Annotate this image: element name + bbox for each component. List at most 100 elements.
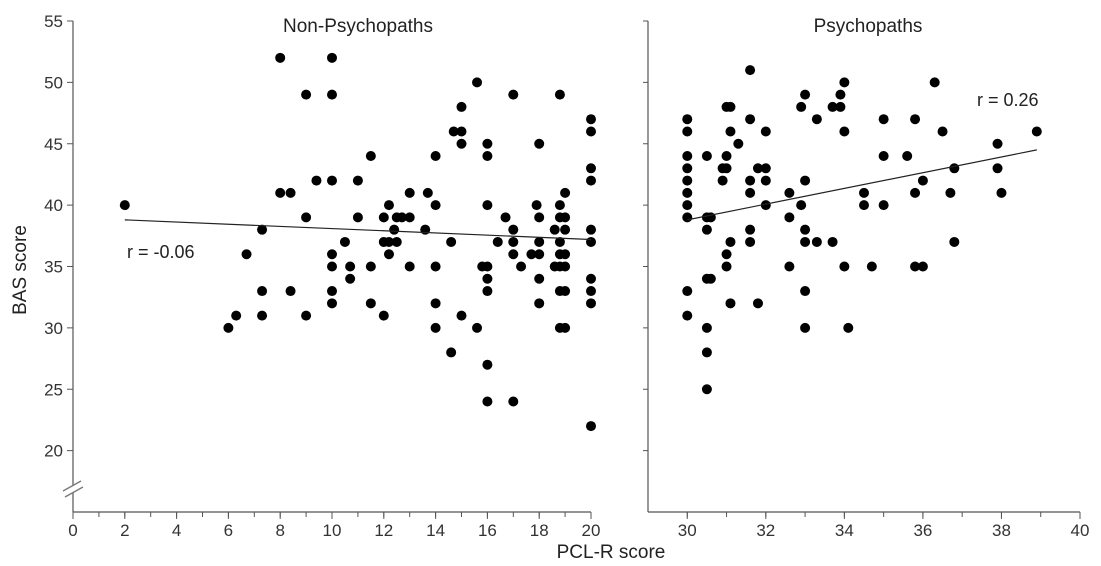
x-tick-label: 6 xyxy=(224,521,233,540)
data-point xyxy=(586,273,596,284)
data-point xyxy=(516,261,527,272)
data-point xyxy=(996,187,1007,198)
data-point xyxy=(725,101,736,112)
panel-title: Non-Psychopaths xyxy=(283,16,433,37)
x-tick-label: 12 xyxy=(374,521,393,540)
x-tick-label: 10 xyxy=(323,521,342,540)
data-point xyxy=(745,65,756,76)
data-point xyxy=(701,347,712,358)
y-tick-label: 45 xyxy=(44,135,63,154)
data-point xyxy=(389,224,400,235)
y-tick-label: 20 xyxy=(44,442,63,461)
data-point xyxy=(482,286,493,297)
y-axis-title: BAS score xyxy=(10,225,31,315)
data-point xyxy=(800,322,811,333)
data-point xyxy=(339,236,350,247)
data-point xyxy=(682,286,693,297)
data-point xyxy=(902,151,913,162)
x-tick-label: 30 xyxy=(678,521,697,540)
data-point xyxy=(929,77,940,88)
data-point xyxy=(404,212,415,223)
data-point xyxy=(482,138,493,149)
data-point xyxy=(682,114,693,125)
data-point xyxy=(682,163,693,174)
data-point xyxy=(508,236,519,247)
x-tick-label: 8 xyxy=(275,521,284,540)
data-point xyxy=(534,249,545,260)
data-point xyxy=(811,236,822,247)
y-tick-label: 25 xyxy=(44,380,63,399)
data-point xyxy=(721,249,732,260)
data-point xyxy=(231,310,242,321)
x-tick-label: 34 xyxy=(835,521,854,540)
x-tick-label: 14 xyxy=(426,521,445,540)
data-point xyxy=(949,163,960,174)
data-point xyxy=(745,224,756,235)
data-point xyxy=(383,200,394,211)
data-point xyxy=(752,298,763,309)
axis-break-mask xyxy=(63,481,83,497)
data-point xyxy=(327,286,337,297)
data-point xyxy=(352,212,363,223)
data-point xyxy=(717,175,728,186)
data-point xyxy=(456,138,467,149)
data-point xyxy=(352,175,363,186)
data-point xyxy=(721,261,732,272)
x-tick-label: 36 xyxy=(913,521,932,540)
data-point xyxy=(725,126,736,137)
data-point xyxy=(534,236,545,247)
data-point xyxy=(839,261,850,272)
x-tick-label: 0 xyxy=(68,521,77,540)
data-point xyxy=(796,200,807,211)
data-point xyxy=(992,163,1003,174)
data-point xyxy=(878,200,889,211)
data-point xyxy=(1031,126,1042,137)
data-point xyxy=(682,126,693,137)
data-point xyxy=(586,126,596,137)
data-point xyxy=(430,200,441,211)
data-point xyxy=(784,261,795,272)
data-point xyxy=(992,138,1003,149)
data-point xyxy=(560,249,571,260)
data-point xyxy=(285,187,296,198)
data-point xyxy=(586,286,596,297)
data-point xyxy=(508,396,519,407)
data-point xyxy=(560,224,571,235)
data-point xyxy=(917,261,928,272)
data-point xyxy=(701,224,712,235)
data-point xyxy=(910,187,921,198)
data-point xyxy=(531,200,542,211)
data-point xyxy=(508,249,519,260)
data-point xyxy=(500,212,511,223)
data-point xyxy=(327,298,337,309)
data-point xyxy=(345,261,356,272)
data-point xyxy=(560,261,571,272)
data-point xyxy=(422,187,433,198)
data-point xyxy=(859,187,869,198)
data-point xyxy=(482,396,493,407)
data-point xyxy=(949,236,960,247)
data-point xyxy=(586,114,596,125)
data-point xyxy=(534,273,545,284)
trend-line xyxy=(687,149,1037,221)
y-tick-label: 50 xyxy=(44,73,63,92)
data-point xyxy=(800,286,811,297)
data-point xyxy=(430,151,441,162)
data-point xyxy=(745,175,756,186)
data-point xyxy=(937,126,948,137)
data-point xyxy=(560,322,571,333)
data-point xyxy=(365,298,376,309)
data-point xyxy=(404,261,415,272)
data-point xyxy=(534,298,545,309)
data-point xyxy=(365,151,376,162)
trend-line xyxy=(124,219,592,241)
data-point xyxy=(492,236,503,247)
data-point xyxy=(701,384,712,395)
x-tick-label: 2 xyxy=(120,521,129,540)
data-point xyxy=(682,212,693,223)
data-point xyxy=(586,224,596,235)
data-point xyxy=(945,187,956,198)
data-point xyxy=(508,224,519,235)
panel-title: Psychopaths xyxy=(814,16,923,37)
data-point xyxy=(472,77,483,88)
